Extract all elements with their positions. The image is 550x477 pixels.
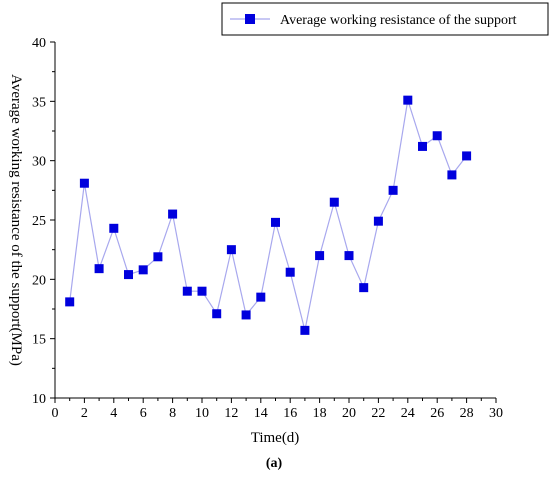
x-tick-label: 14: [254, 406, 268, 421]
y-tick-label: 15: [32, 333, 46, 348]
legend-box: [221, 2, 549, 36]
x-tick-label: 22: [371, 406, 385, 421]
data-point: [329, 197, 339, 207]
y-tick-label: 20: [32, 273, 46, 288]
data-point: [359, 283, 369, 293]
x-tick-label: 16: [283, 406, 297, 421]
x-tick-label: 20: [342, 406, 356, 421]
data-point: [285, 267, 295, 277]
data-point: [65, 297, 75, 307]
x-tick-label: 26: [430, 406, 444, 421]
data-point: [79, 178, 89, 188]
legend-label: Average working resistance of the suppor…: [280, 13, 517, 28]
data-point: [418, 141, 427, 151]
y-axis-title: Average working resistance of the suppor…: [8, 74, 24, 366]
figure-caption: (a): [266, 456, 283, 471]
data-point: [182, 286, 192, 296]
data-point: [403, 95, 413, 105]
data-point: [94, 264, 104, 274]
x-tick-label: 0: [52, 406, 59, 421]
data-point: [462, 151, 472, 161]
y-tick-label: 35: [32, 95, 46, 110]
legend: Average working resistance of the suppor…: [221, 2, 549, 36]
x-axis-title: Time(d): [251, 430, 300, 446]
data-point: [241, 310, 251, 320]
data-point: [388, 185, 398, 195]
data-point: [138, 265, 148, 275]
data-point: [212, 309, 222, 319]
data-point: [153, 252, 163, 262]
x-tick-label: 6: [140, 406, 147, 421]
data-point: [300, 325, 310, 335]
data-point: [271, 217, 280, 227]
data-point: [432, 131, 442, 141]
data-point: [124, 270, 133, 280]
x-tick-label: 2: [81, 406, 88, 421]
data-point: [373, 216, 383, 226]
x-tick-label: 8: [169, 406, 176, 421]
ticks: 0 2 4 6 8 10 12 14 16 18 20 22 24 26 28 301015202530354…: [32, 36, 503, 421]
y-tick-label: 25: [32, 214, 46, 229]
x-tick-label: 12: [224, 406, 238, 421]
data-point: [256, 292, 266, 302]
data-point: [447, 170, 457, 180]
x-tick-label: 10: [195, 406, 209, 421]
y-tick-label: 40: [32, 36, 46, 51]
y-tick-label: 10: [32, 392, 46, 407]
series-line: [69, 99, 468, 331]
data-point: [109, 223, 119, 233]
data-point: [344, 251, 354, 261]
x-tick-label: 28: [460, 406, 474, 421]
series-layer: [65, 95, 472, 335]
x-tick-label: 24: [401, 406, 415, 421]
legend-marker: [245, 14, 255, 24]
data-point: [315, 251, 325, 261]
data-point: [226, 245, 236, 255]
y-tick-label: 30: [32, 155, 46, 170]
data-point: [197, 286, 207, 296]
x-tick-label: 30: [489, 406, 503, 421]
x-tick-label: 4: [110, 406, 117, 421]
x-tick-label: 18: [313, 406, 327, 421]
data-point: [168, 209, 178, 219]
